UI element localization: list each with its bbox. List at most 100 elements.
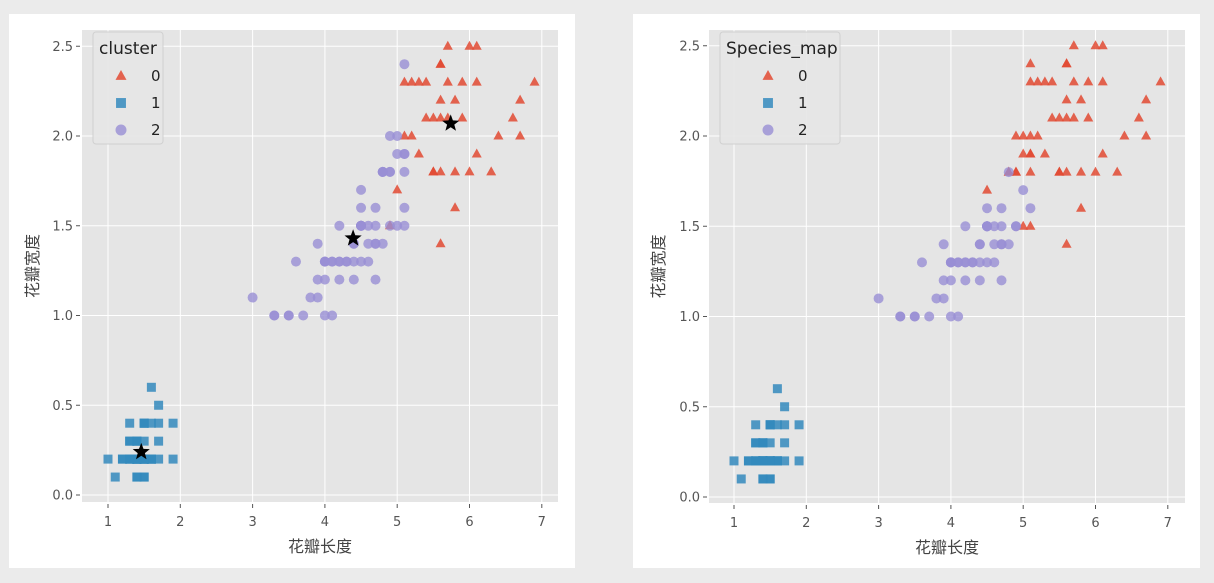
data-point: [298, 310, 309, 321]
data-point: [1068, 76, 1079, 86]
data-point: [334, 274, 345, 285]
data-point: [428, 166, 439, 176]
data-point: [1090, 40, 1101, 50]
data-point: [996, 239, 1007, 250]
legend-marker-2: [762, 124, 774, 136]
data-point: [1061, 112, 1072, 122]
data-point: [146, 382, 156, 392]
data-point: [974, 239, 985, 250]
data-point: [377, 166, 388, 177]
data-point: [471, 76, 482, 86]
data-point: [758, 456, 768, 466]
legend-title: Species_map: [726, 39, 838, 59]
data-point: [471, 40, 482, 50]
data-point: [1003, 167, 1014, 178]
data-point: [356, 202, 367, 213]
data-point: [1025, 76, 1036, 86]
x-tick-label: 5: [393, 515, 401, 530]
data-point: [356, 256, 367, 267]
x-tick-label: 4: [947, 516, 955, 531]
data-point: [989, 257, 1000, 268]
data-point: [515, 130, 526, 140]
data-point: [1032, 130, 1043, 140]
data-point: [765, 474, 775, 484]
x-axis-label: 花瓣长度: [915, 538, 979, 557]
data-point: [132, 454, 142, 464]
data-point: [486, 166, 497, 176]
legend-label: 1: [151, 94, 161, 112]
data-point: [392, 220, 403, 231]
data-point: [1025, 58, 1036, 68]
data-point: [384, 166, 395, 177]
data-point: [1133, 112, 1144, 122]
data-point: [1061, 94, 1072, 104]
data-point: [1039, 76, 1050, 86]
data-point: [139, 472, 149, 482]
data-point: [319, 310, 330, 321]
y-tick-label: 0.0: [52, 489, 73, 504]
data-point: [1025, 130, 1036, 140]
data-point: [363, 220, 374, 231]
data-point: [125, 454, 135, 464]
data-point: [982, 221, 993, 232]
data-point: [1141, 130, 1152, 140]
data-point: [1025, 203, 1036, 214]
y-tick-label: 1.0: [679, 310, 700, 325]
data-point: [370, 238, 381, 249]
data-point: [435, 238, 446, 248]
data-point: [1090, 166, 1101, 176]
x-tick-label: 3: [248, 515, 256, 530]
data-point: [421, 112, 432, 122]
data-point: [464, 40, 475, 50]
data-point: [442, 40, 453, 50]
data-point: [794, 456, 804, 466]
x-tick-label: 6: [465, 515, 473, 530]
data-point: [146, 454, 156, 464]
x-tick-label: 6: [1091, 516, 1099, 531]
data-point: [327, 256, 338, 267]
data-point: [1097, 76, 1108, 86]
centroid-star-marker: [344, 229, 362, 246]
data-point: [953, 311, 964, 322]
legend-box: [719, 31, 841, 145]
x-tick-label: 3: [874, 516, 882, 531]
data-point: [996, 275, 1007, 286]
y-tick-label: 2.5: [52, 40, 73, 55]
data-point: [873, 293, 884, 304]
data-point: [125, 418, 135, 428]
series-1: [103, 382, 178, 482]
data-point: [493, 130, 504, 140]
data-point: [974, 275, 985, 286]
data-point: [1076, 94, 1087, 104]
data-point: [507, 112, 518, 122]
data-point: [1003, 239, 1014, 250]
series-0: [384, 40, 540, 248]
data-point: [1097, 40, 1108, 50]
data-point: [399, 166, 410, 177]
data-point: [290, 256, 301, 267]
legend: cluster 0 1 2: [92, 31, 164, 145]
data-point: [1083, 76, 1094, 86]
data-point: [1010, 221, 1021, 232]
data-point: [529, 76, 540, 86]
data-point: [363, 256, 374, 267]
x-axis-label: 花瓣长度: [288, 537, 352, 556]
x-tick-label: 1: [730, 516, 738, 531]
data-point: [1068, 40, 1079, 50]
data-point: [442, 76, 453, 86]
data-point: [751, 438, 761, 448]
data-point: [960, 275, 971, 286]
y-tick-label: 2.0: [52, 130, 73, 145]
data-point: [341, 256, 352, 267]
data-point: [909, 311, 920, 322]
data-point: [729, 456, 739, 466]
data-point: [1047, 76, 1058, 86]
x-tick-label: 2: [176, 515, 184, 530]
data-point: [435, 58, 446, 68]
x-tick-label: 5: [1019, 516, 1027, 531]
x-tick-label: 2: [802, 516, 810, 531]
data-point: [435, 112, 446, 122]
data-point: [1097, 148, 1108, 158]
y-tick-label: 1.0: [52, 309, 73, 324]
